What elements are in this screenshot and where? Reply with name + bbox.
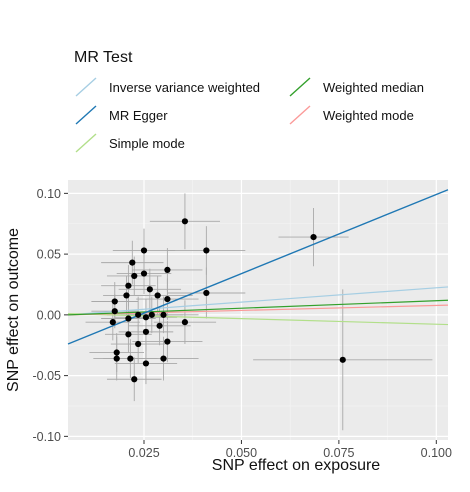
grid-lines (68, 180, 448, 440)
snp-point (148, 311, 155, 318)
legend-entry: MR Egger (74, 103, 168, 127)
legend-label: Inverse variance weighted (109, 80, 260, 95)
snp-point (160, 311, 167, 318)
simple-mode-line (67, 313, 449, 326)
snp-point (142, 360, 150, 367)
weighted-median-line (67, 299, 449, 316)
snp-point (109, 319, 116, 326)
legend-key-line (75, 133, 97, 153)
snp-point (164, 266, 171, 274)
snp-point (203, 289, 210, 297)
y-tick-label: 0.00 (37, 308, 61, 322)
y-tick-label: -0.10 (33, 430, 62, 444)
snp-point (310, 234, 317, 241)
snp-point (142, 314, 150, 321)
legend-label: MR Egger (109, 108, 168, 123)
legend-key-line (75, 77, 97, 97)
snp-point (154, 292, 161, 299)
snp-point (127, 355, 134, 362)
snp-point (125, 282, 132, 289)
x-tick-label: 0.100 (421, 446, 452, 460)
snp-point (131, 272, 138, 280)
legend: MR Test Inverse variance weighted MR Egge… (74, 49, 424, 155)
snp-point (164, 295, 171, 303)
snp-point (181, 218, 189, 225)
snp-point (123, 292, 130, 299)
snp-point (339, 356, 346, 363)
snp-point (164, 338, 171, 345)
snp-point (142, 328, 150, 335)
snp-point (125, 315, 132, 322)
snp-point (111, 308, 118, 315)
snp-point (125, 331, 132, 338)
x-tick-label: 0.025 (128, 446, 159, 460)
x-axis-title: SNP effect on exposure (212, 457, 381, 474)
legend-key-line (289, 105, 311, 125)
snp-point (113, 349, 120, 356)
axis-ticks: 0.025 0.050 0.075 0.100 0.10 0.05 0.00 -0.05 -0.… (33, 187, 452, 460)
legend-entry: Inverse variance weighted (74, 75, 260, 99)
legend-key-line (289, 77, 311, 97)
legend-entry: Simple mode (74, 131, 185, 155)
snp-point (160, 355, 167, 362)
legend-entry: Weighted median (288, 75, 424, 99)
snp-point (140, 247, 148, 254)
snp-point (203, 247, 210, 254)
x-tick-label: 0.075 (323, 446, 354, 460)
y-tick-label: 0.05 (37, 248, 61, 262)
snp-point (135, 340, 142, 348)
legend-label: Weighted mode (323, 108, 414, 123)
snp-point (156, 322, 163, 329)
legend-label: Weighted median (323, 80, 424, 95)
weighted-mode-line (67, 304, 449, 316)
legend-label: Simple mode (109, 136, 185, 151)
snp-point (131, 376, 138, 383)
y-tick-label: 0.10 (37, 187, 61, 201)
snp-point (113, 355, 120, 362)
inverse-variance-weighted-line (67, 286, 449, 316)
snp-point (146, 286, 153, 293)
legend-key-line (75, 105, 97, 125)
snp-point (140, 270, 148, 277)
legend-entry: Weighted mode (288, 103, 414, 127)
x-tick-label: 0.050 (226, 446, 257, 460)
snp-point (135, 311, 142, 318)
snp-point (181, 319, 189, 326)
snp-point (129, 259, 136, 266)
y-tick-label: -0.05 (33, 369, 62, 383)
y-axis-title: SNP effect on outcome (5, 228, 22, 392)
snp-point (111, 298, 118, 305)
legend-title: MR Test (74, 49, 133, 66)
snp-points (109, 218, 346, 383)
